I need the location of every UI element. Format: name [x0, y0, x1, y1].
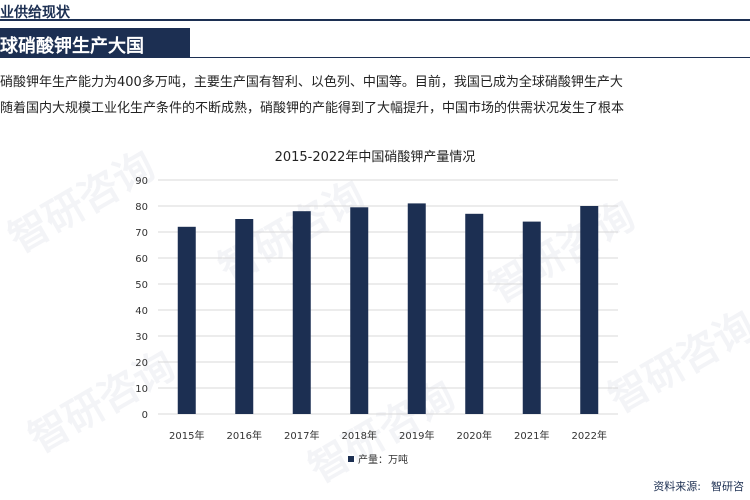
x-tick-labels: 2015年 2016年 2017年 2018年 2019年 2020年 2021年 2022年 [169, 429, 607, 442]
x-tick-label: 2021年 [514, 429, 549, 442]
section-banner: 球硝酸钾生产大国 [0, 28, 190, 58]
intro-line-1: 硝酸钾年生产能力为400多万吨，主要生产国有智利、以色列、中国等。目前，我国已成… [0, 75, 623, 90]
x-tick-label: 2017年 [284, 429, 319, 442]
bar [407, 203, 426, 414]
legend-label: 产量：万吨 [358, 453, 408, 466]
y-tick-label: 10 [135, 384, 148, 395]
x-tick-label: 2015年 [169, 429, 204, 442]
banner-divider [190, 57, 750, 58]
y-tick-label: 80 [135, 202, 148, 213]
chart-title: 2015-2022年中国硝酸钾产量情况 [274, 150, 476, 165]
source-value: 智研咨 [711, 480, 744, 493]
x-tick-label: 2018年 [342, 429, 377, 442]
gridlines [158, 179, 618, 415]
bar [177, 226, 196, 414]
bar [465, 213, 484, 414]
x-tick-label: 2022年 [572, 429, 607, 442]
bars [177, 203, 599, 414]
y-tick-label: 60 [135, 254, 148, 265]
y-tick-label: 0 [142, 410, 148, 421]
y-tick-label: 20 [135, 358, 148, 369]
banner-title: 球硝酸钾生产大国 [0, 36, 144, 57]
source-note: 资料来源: 智研咨 [653, 478, 744, 494]
y-tick-label: 90 [135, 176, 148, 187]
legend: 产量：万吨 [348, 453, 408, 466]
top-header: 业供给现状 [0, 0, 750, 21]
bar [580, 206, 599, 414]
top-divider [0, 19, 750, 21]
bar [235, 219, 254, 414]
y-tick-label: 30 [135, 332, 148, 343]
intro-line-2: 随着国内大规模工业化生产条件的不断成熟，硝酸钾的产能得到了大幅提升，中国市场的供… [0, 101, 625, 116]
y-tick-labels: 0 10 20 30 40 50 60 70 80 90 [135, 176, 148, 421]
bar [522, 221, 541, 414]
y-tick-label: 40 [135, 306, 148, 317]
source-label: 资料来源: [653, 480, 701, 493]
legend-swatch [348, 456, 354, 462]
x-tick-label: 2016年 [227, 429, 262, 442]
intro-paragraph: 硝酸钾年生产能力为400多万吨，主要生产国有智利、以色列、中国等。目前，我国已成… [0, 70, 750, 122]
y-tick-label: 50 [135, 280, 148, 291]
x-tick-label: 2019年 [399, 429, 434, 442]
y-tick-label: 70 [135, 228, 148, 239]
x-tick-label: 2020年 [457, 429, 492, 442]
bar [350, 207, 369, 414]
top-title: 业供给现状 [0, 5, 70, 21]
bar [292, 211, 311, 414]
